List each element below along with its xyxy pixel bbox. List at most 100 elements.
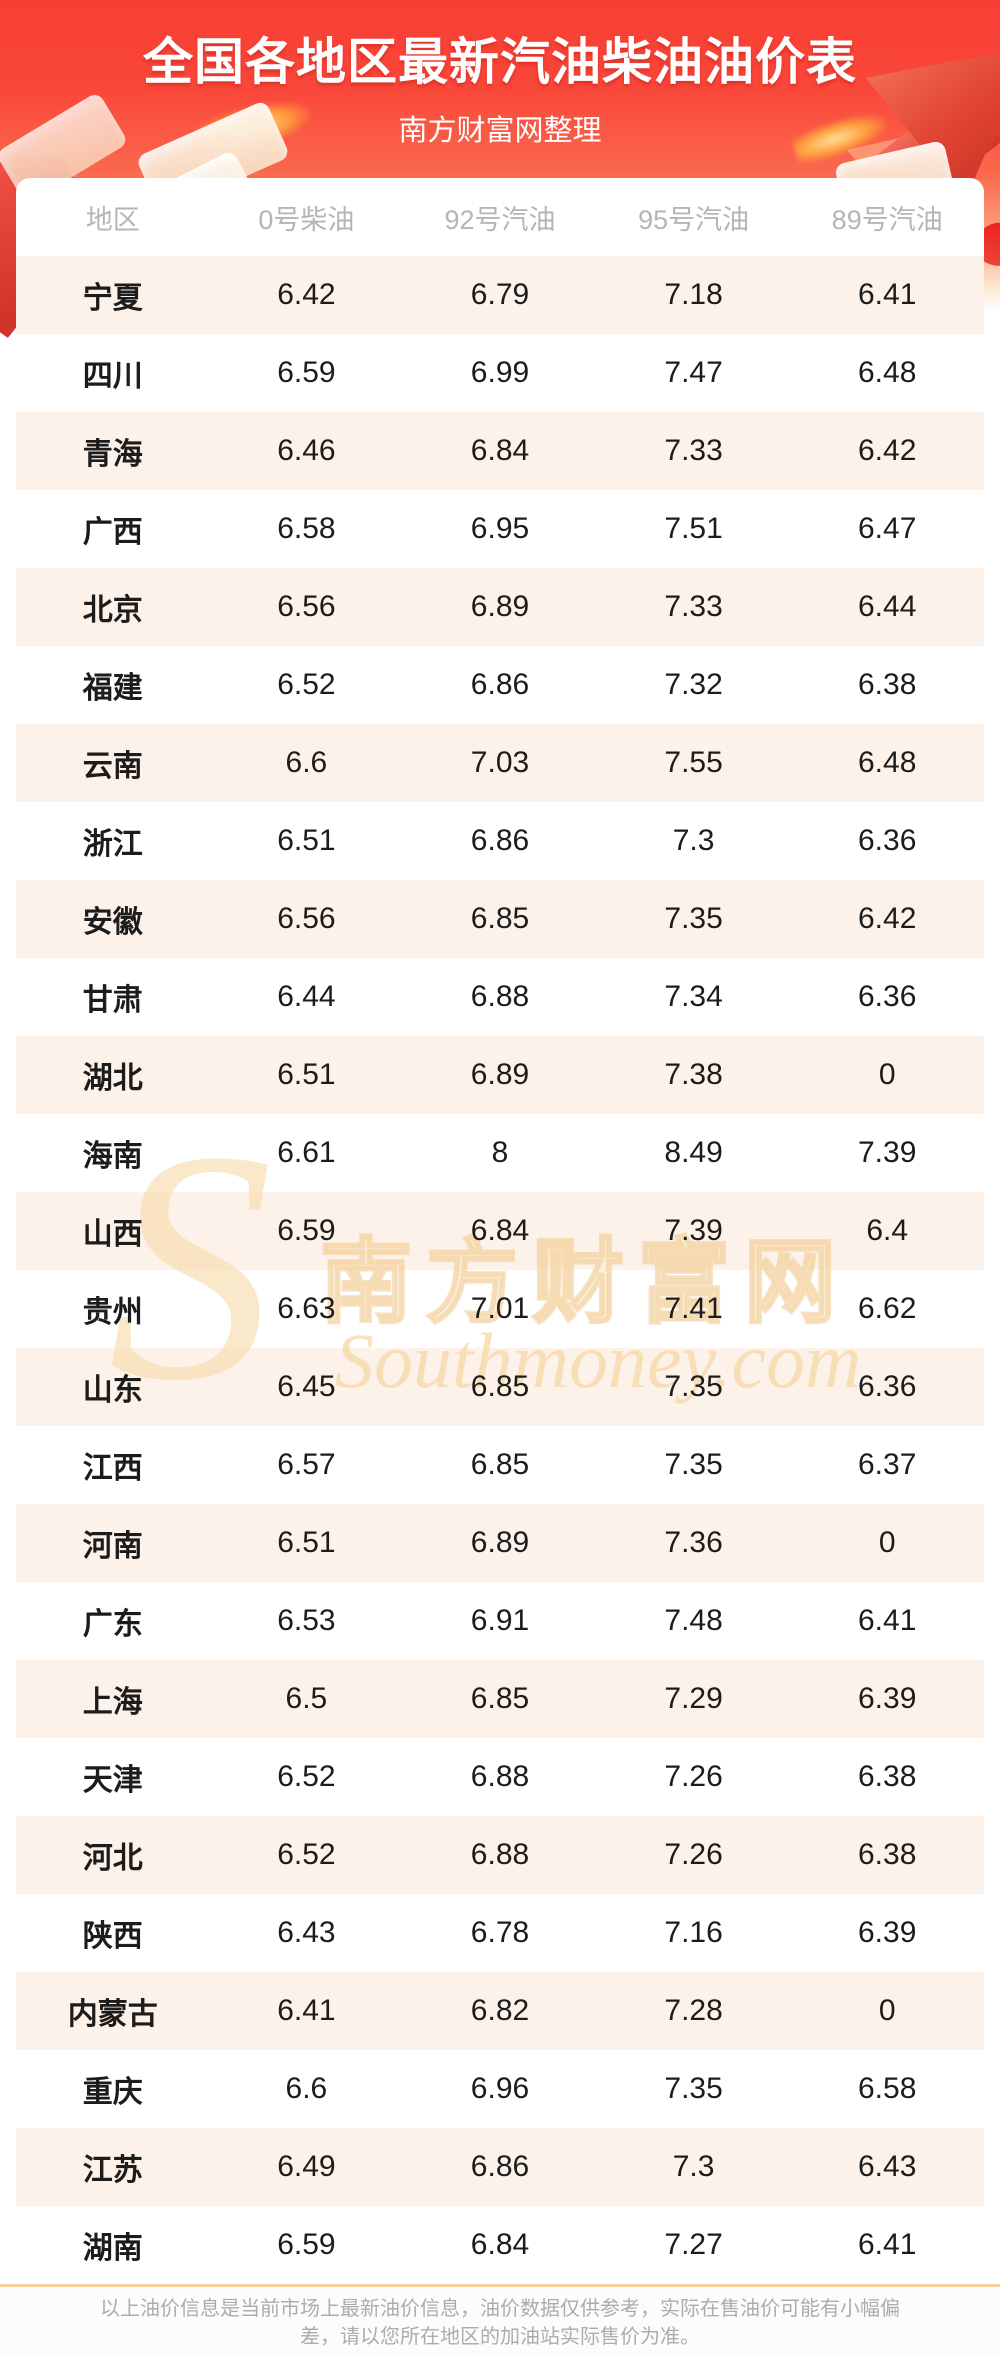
price-cell: 7.35	[664, 1370, 723, 1403]
price-cell: 6.6	[285, 746, 328, 779]
price-cell: 7.3	[672, 2150, 715, 2183]
price-cell: 7.33	[664, 590, 723, 623]
price-cell: 6.53	[277, 1604, 336, 1637]
price-cell: 6.38	[858, 1760, 917, 1793]
price-cell: 6.38	[858, 668, 917, 701]
price-cell: 6.85	[470, 1448, 530, 1481]
price-cell: 7.41	[664, 1292, 723, 1325]
price-cell: 7.18	[664, 278, 723, 311]
price-cell: 7.47	[664, 356, 723, 389]
region-cell: 宁夏	[82, 282, 143, 315]
price-cell: 6.48	[858, 746, 917, 779]
price-cell: 6.58	[277, 512, 336, 545]
price-cell: 7.26	[664, 1760, 723, 1793]
price-cell: 6.58	[858, 2072, 917, 2105]
region-cell: 江西	[82, 1452, 143, 1485]
region-cell: 河北	[82, 1842, 143, 1875]
table-header-row: 地区 0号柴油 92号汽油 95号汽油 89号汽油	[16, 178, 984, 256]
price-cell: 6.56	[277, 590, 336, 623]
price-cell: 6.84	[470, 2228, 530, 2261]
price-cell: 6.99	[470, 356, 530, 389]
price-cell: 6.59	[277, 2228, 336, 2261]
price-cell: 7.34	[664, 980, 723, 1013]
price-cell: 6.39	[858, 1682, 917, 1715]
price-cell: 6.95	[470, 512, 530, 545]
price-cell: 7.3	[672, 824, 715, 857]
price-cell: 6.79	[470, 278, 530, 311]
price-table-card: 地区 0号柴油 92号汽油 95号汽油 89号汽油 宁夏 6.42 6.79 7.18 6.41…	[16, 178, 984, 2284]
price-cell: 6.52	[277, 1760, 336, 1793]
price-cell: 6.42	[277, 278, 336, 311]
price-cell: 6.85	[470, 1682, 530, 1715]
region-cell: 重庆	[82, 2076, 143, 2109]
price-cell: 6.41	[858, 2228, 917, 2261]
table-row: 云南 6.6 7.03 7.55 6.48	[16, 724, 984, 802]
price-cell: 0	[878, 1994, 896, 2027]
price-cell: 6.57	[277, 1448, 336, 1481]
region-cell: 内蒙古	[67, 1998, 158, 2031]
price-cell: 6.59	[277, 1214, 336, 1247]
price-cell: 6.82	[470, 1994, 530, 2027]
price-cell: 6.62	[858, 1292, 917, 1325]
price-cell: 7.33	[664, 434, 723, 467]
table-row: 江西 6.57 6.85 7.35 6.37	[16, 1426, 984, 1504]
table-row: 山西 6.59 6.84 7.39 6.4	[16, 1192, 984, 1270]
price-cell: 6.88	[470, 1760, 530, 1793]
table-row: 山东 6.45 6.85 7.35 6.36	[16, 1348, 984, 1426]
price-cell: 0	[878, 1526, 896, 1559]
region-cell: 山西	[82, 1218, 143, 1251]
price-cell: 6.44	[858, 590, 917, 623]
price-cell: 6.89	[470, 590, 530, 623]
region-cell: 陕西	[82, 1920, 143, 1953]
price-cell: 8.49	[664, 1136, 723, 1169]
price-cell: 7.32	[664, 668, 723, 701]
region-cell: 海南	[82, 1140, 143, 1173]
disclaimer-footer: 以上油价信息是当前市场上最新油价信息，油价数据仅供参考，实际在售油价可能有小幅偏…	[0, 2284, 1000, 2356]
price-cell: 6.59	[277, 356, 336, 389]
price-cell: 6.63	[277, 1292, 336, 1325]
price-cell: 6.36	[858, 1370, 917, 1403]
column-header: 0号柴油	[258, 204, 355, 235]
price-cell: 6.91	[470, 1604, 530, 1637]
table-row: 福建 6.52 6.86 7.32 6.38	[16, 646, 984, 724]
region-cell: 江苏	[82, 2154, 143, 2187]
price-cell: 6.43	[277, 1916, 336, 1949]
region-cell: 广东	[82, 1608, 143, 1641]
price-cell: 6.86	[470, 824, 530, 857]
price-cell: 7.29	[664, 1682, 723, 1715]
table-row: 湖北 6.51 6.89 7.38 0	[16, 1036, 984, 1114]
price-cell: 8	[491, 1136, 509, 1169]
price-cell: 7.39	[664, 1214, 723, 1247]
table-row: 北京 6.56 6.89 7.33 6.44	[16, 568, 984, 646]
price-cell: 6.85	[470, 1370, 530, 1403]
price-cell: 6.42	[858, 902, 917, 935]
price-cell: 6.89	[470, 1526, 530, 1559]
price-cell: 6.39	[858, 1916, 917, 1949]
table-row: 湖南 6.59 6.84 7.27 6.41	[16, 2206, 984, 2284]
region-cell: 广西	[82, 516, 143, 549]
price-cell: 6.61	[277, 1136, 336, 1169]
price-cell: 6.37	[858, 1448, 917, 1481]
region-cell: 四川	[82, 360, 143, 393]
price-cell: 6.52	[277, 1838, 336, 1871]
price-cell: 6.5	[285, 1682, 328, 1715]
price-cell: 0	[878, 1058, 896, 1091]
price-cell: 6.41	[858, 1604, 917, 1637]
page-title: 全国各地区最新汽油柴油油价表	[143, 34, 857, 90]
table-row: 宁夏 6.42 6.79 7.18 6.41	[16, 256, 984, 334]
table-row: 广西 6.58 6.95 7.51 6.47	[16, 490, 984, 568]
table-row: 浙江 6.51 6.86 7.3 6.36	[16, 802, 984, 880]
table-row: 海南 6.61 8 8.49 7.39	[16, 1114, 984, 1192]
price-cell: 7.51	[664, 512, 723, 545]
region-cell: 甘肃	[82, 984, 143, 1017]
region-cell: 河南	[82, 1530, 143, 1563]
price-cell: 7.35	[664, 1448, 723, 1481]
price-cell: 7.03	[470, 746, 530, 779]
price-cell: 6.46	[277, 434, 336, 467]
region-cell: 天津	[82, 1764, 143, 1797]
price-cell: 7.36	[664, 1526, 723, 1559]
table-row: 广东 6.53 6.91 7.48 6.41	[16, 1582, 984, 1660]
price-cell: 7.35	[664, 902, 723, 935]
region-cell: 云南	[82, 750, 143, 783]
region-cell: 北京	[82, 594, 143, 627]
